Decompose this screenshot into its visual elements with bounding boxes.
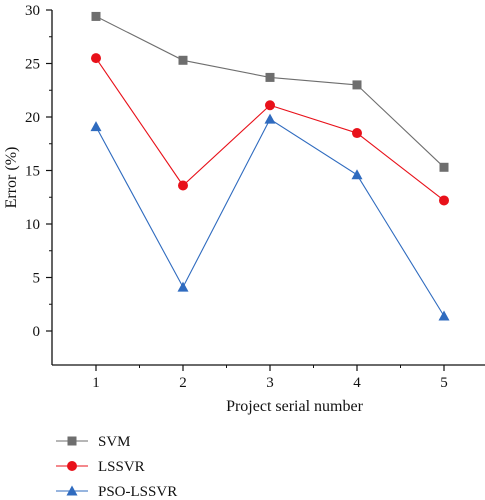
data-point: [264, 113, 276, 124]
legend-marker: [67, 461, 77, 471]
x-tick-label: 3: [266, 375, 274, 391]
series-layer: [90, 11, 450, 321]
y-tick-label: 0: [33, 324, 41, 340]
series-lssvr: [91, 53, 449, 206]
legend-marker: [66, 485, 78, 496]
legend: SVM LSSVR PSO-LSSVR: [56, 434, 177, 500]
y-tick-label: 15: [25, 164, 40, 180]
y-tick-label: 10: [25, 217, 40, 233]
legend-marker: [67, 436, 77, 446]
x-axis-title: Project serial number: [226, 398, 364, 415]
y-tick-label: 5: [33, 271, 41, 287]
data-point: [439, 162, 449, 172]
legend-label: PSO-LSSVR: [98, 484, 177, 500]
data-point: [178, 55, 188, 65]
y-tick-label: 20: [25, 110, 40, 126]
data-point: [439, 195, 449, 206]
series-line: [95, 118, 445, 317]
x-tick-label: 2: [179, 375, 187, 391]
data-point: [178, 180, 188, 191]
x-tick-label: 5: [440, 375, 448, 391]
series-pso-lssvr: [90, 113, 450, 321]
legend-item: SVM: [56, 434, 131, 450]
data-point: [91, 53, 101, 64]
data-point: [90, 121, 102, 132]
y-axis-title: Error (%): [3, 147, 20, 209]
legend-label: LSSVR: [98, 459, 145, 475]
data-point: [351, 169, 363, 180]
data-point: [177, 281, 189, 292]
axes: 0 5 10 15 20 25 30 1 2 3 4 5 Project serial number Er…: [3, 3, 485, 415]
data-point: [438, 310, 450, 321]
data-point: [352, 128, 362, 139]
data-point: [352, 80, 362, 90]
y-tick-label: 30: [25, 3, 40, 19]
legend-label: SVM: [98, 434, 131, 450]
y-tick-label: 25: [25, 57, 40, 73]
legend-item: PSO-LSSVR: [56, 484, 177, 500]
data-point: [265, 72, 275, 82]
data-point: [265, 100, 275, 111]
x-tick-label: 1: [92, 375, 100, 391]
legend-item: LSSVR: [56, 459, 145, 475]
x-tick-label: 4: [353, 375, 361, 391]
data-point: [91, 11, 101, 21]
series-svm: [91, 11, 449, 172]
series-line: [95, 15, 445, 168]
